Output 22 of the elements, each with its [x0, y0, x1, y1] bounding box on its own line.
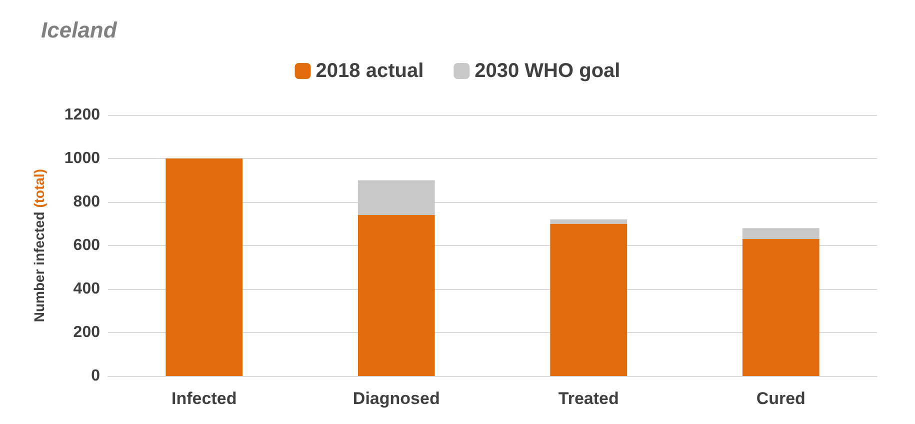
- x-tick-label: Treated: [558, 389, 619, 408]
- x-tick-label: Diagnosed: [352, 389, 440, 408]
- y-axis-title: Number infected (total): [31, 168, 47, 322]
- legend-label: 2030 WHO goal: [474, 60, 620, 82]
- y-tick-label: 200: [73, 324, 100, 341]
- x-tick-label: Infected: [172, 389, 237, 408]
- bar: [358, 180, 435, 216]
- legend-label: 2018 actual: [316, 60, 424, 82]
- bar: [550, 219, 628, 224]
- y-tick-label: 400: [73, 280, 100, 298]
- chart-title: Iceland: [41, 18, 118, 42]
- y-tick-label: 0: [91, 368, 100, 384]
- y-tick-label: 1000: [64, 150, 100, 167]
- bar: [166, 158, 243, 376]
- x-tick-label: Cured: [756, 389, 806, 408]
- y-tick-label: 1200: [64, 106, 100, 124]
- bar: [742, 238, 820, 376]
- y-tick-label: 800: [73, 194, 100, 210]
- bar: [358, 215, 435, 376]
- y-tick-label: 600: [73, 237, 100, 254]
- bar: [742, 228, 820, 239]
- bar: [550, 224, 628, 376]
